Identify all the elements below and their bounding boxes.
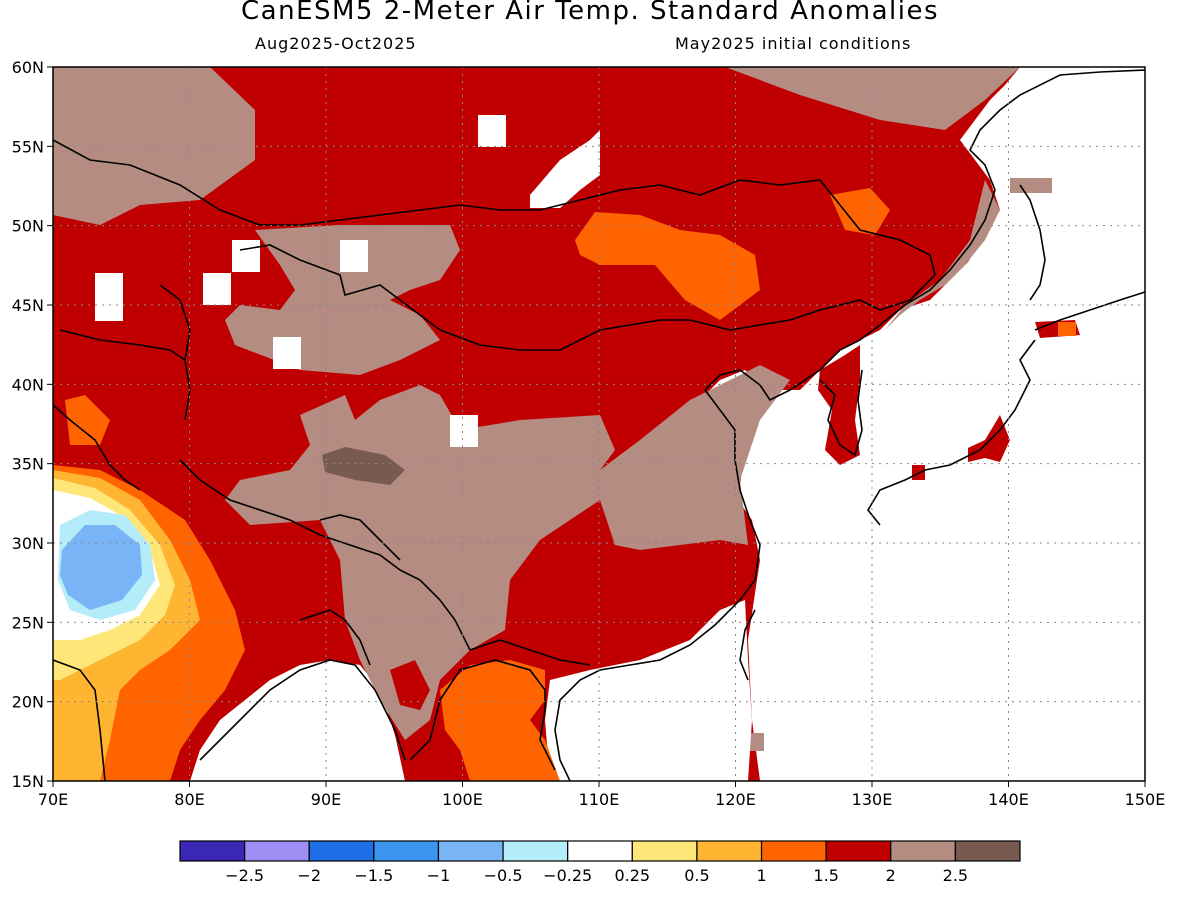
colorbar-swatch xyxy=(437,840,504,862)
x-tick-label: 130E xyxy=(852,790,893,809)
x-tick-label: 110E xyxy=(579,790,620,809)
tan-anomaly-northeast xyxy=(725,67,1020,130)
colorbar-swatch xyxy=(567,840,633,862)
colorbar-swatch xyxy=(760,840,827,862)
colorbar-label: −1.5 xyxy=(354,866,393,885)
colorbar-label: 1 xyxy=(756,866,766,885)
lake-mask-5 xyxy=(273,337,301,369)
x-tick-label: 80E xyxy=(174,790,204,809)
y-tick-label: 50N xyxy=(12,217,44,236)
orange-anomaly-indochina xyxy=(440,660,560,781)
colorbar-swatch xyxy=(308,840,375,862)
colorbar-swatch xyxy=(502,840,569,862)
initial-conditions-label: May2025 initial conditions xyxy=(675,34,912,53)
y-tick-label: 25N xyxy=(12,613,44,632)
y-tick-label: 55N xyxy=(12,137,44,156)
gridlines xyxy=(53,67,1145,781)
taiwan-land xyxy=(748,733,764,751)
colorbar-label: −2 xyxy=(297,866,321,885)
y-tick-label: 35N xyxy=(12,455,44,474)
season-label: Aug2025-Oct2025 xyxy=(255,34,417,53)
colorbar-swatch xyxy=(631,840,698,862)
baikal-mask xyxy=(530,130,600,208)
ocean-area xyxy=(700,67,1145,781)
colorbar-swatch xyxy=(244,840,310,862)
colorbar: −2.5 −2 −1.5 −1 −0.5 −0.25 0.25 0.5 1 1.5 2 2.5 xyxy=(179,840,1021,885)
red-anomaly-burma xyxy=(390,660,430,710)
colorbar-label: −2.5 xyxy=(225,866,264,885)
x-tick-label: 100E xyxy=(442,790,483,809)
south-china-sea xyxy=(545,600,752,781)
orange-anomaly-mongolia xyxy=(575,212,760,320)
hokkaido-land-orange xyxy=(1058,322,1076,336)
lake-mask-7 xyxy=(478,115,506,147)
colorbar-swatch xyxy=(825,840,892,862)
y-tick-label: 45N xyxy=(12,296,44,315)
x-tick-label: 150E xyxy=(1125,790,1166,809)
colorbar-swatch xyxy=(179,840,246,862)
blue-anomaly-india xyxy=(60,525,142,610)
lake-mask-6 xyxy=(450,415,478,447)
colorbar-label: 2.5 xyxy=(943,866,968,885)
orange-anomaly-east xyxy=(830,188,890,235)
y-tick-label: 20N xyxy=(12,693,44,712)
colorbar-swatch xyxy=(954,840,1021,862)
y-tick-label: 15N xyxy=(12,772,44,791)
colorbar-swatch xyxy=(696,840,763,862)
tan-anomaly-north xyxy=(53,67,255,225)
colorbar-label: 2 xyxy=(886,866,896,885)
tan-anomaly-sakhalin xyxy=(1010,178,1052,193)
map-title: CanESM5 2-Meter Air Temp. Standard Anoma… xyxy=(241,0,939,26)
colorbar-label: −0.5 xyxy=(484,866,523,885)
latitude-axis: 15N 20N 25N 30N 35N 40N 45N 50N 55N 60N xyxy=(12,58,53,791)
x-tick-label: 140E xyxy=(988,790,1029,809)
orange-anomaly-pakistan xyxy=(65,395,110,445)
map-panel xyxy=(53,67,1145,781)
lake-mask-1 xyxy=(95,273,123,321)
colorbar-label: 0.25 xyxy=(614,866,650,885)
lake-mask-2 xyxy=(203,273,231,305)
y-tick-label: 30N xyxy=(12,534,44,553)
colorbar-label: −0.25 xyxy=(543,866,592,885)
colorbar-label: −1 xyxy=(427,866,451,885)
colorbar-label: 0.5 xyxy=(684,866,709,885)
colorbar-swatch xyxy=(890,840,956,862)
x-tick-label: 70E xyxy=(38,790,68,809)
lake-mask-3 xyxy=(232,240,260,272)
colorbar-swatch xyxy=(373,840,440,862)
y-tick-label: 40N xyxy=(12,375,44,394)
tan-anomaly-manchuria xyxy=(885,180,1000,330)
korea-land xyxy=(818,345,860,465)
x-tick-label: 90E xyxy=(311,790,341,809)
dark-brown-anomaly xyxy=(322,447,405,485)
x-tick-label: 120E xyxy=(715,790,756,809)
longitude-axis: 70E 80E 90E 100E 110E 120E 130E 140E 150E xyxy=(38,781,1166,809)
y-tick-label: 60N xyxy=(12,58,44,77)
lake-mask-4 xyxy=(340,240,368,272)
bay-of-bengal xyxy=(190,660,405,781)
colorbar-label: 1.5 xyxy=(813,866,838,885)
